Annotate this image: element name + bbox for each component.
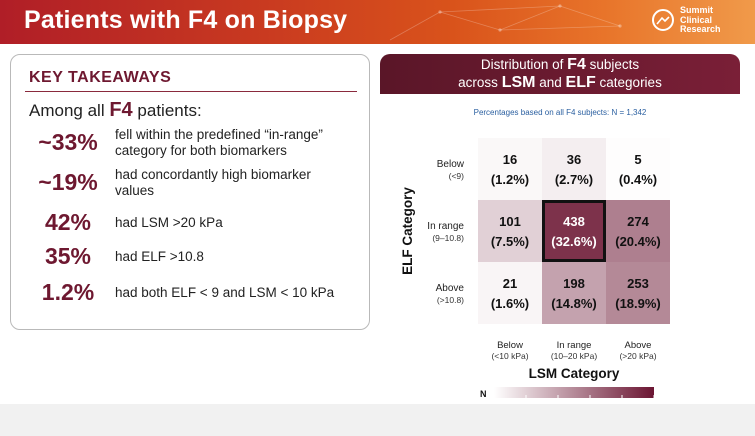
heatmap-cell [542,138,606,200]
cell-count-label: 198 [563,276,585,291]
cell-count-label: 21 [503,276,517,291]
cell-count-label: 253 [627,276,649,291]
y-tick-range: (<9) [449,171,465,181]
cell-percent-label: (0.4%) [619,172,657,187]
logo-line-3: Research [680,24,721,34]
key-takeaways-title: KEY TAKEAWAYS [29,69,172,86]
page-title: Patients with F4 on Biopsy [24,6,348,34]
banner-bold: LSM [501,74,536,91]
bottom-bar [0,404,755,436]
y-tick-range: (>10.8) [437,295,464,305]
mountain-icon [652,9,674,31]
legend-color-bar [494,387,654,398]
cell-percent-label: (1.2%) [491,172,529,187]
banner-bold: ELF [565,74,596,91]
x-axis-title: LSM Category [529,366,620,381]
takeaway-text: had LSM >20 kPa [115,215,223,230]
heatmap-cell [606,138,670,200]
slide: Patients with F4 on Biopsy Summit Clinic… [0,0,755,412]
x-tick-label: Above [625,340,652,351]
y-tick-label: Above [436,283,465,294]
divider [25,91,357,92]
banner-text: categories [599,75,662,90]
cell-count-label: 36 [567,152,581,167]
x-tick-range: (>20 kPa) [619,351,656,361]
takeaway-pct: ~33% [38,129,98,155]
heatmap-cell [542,262,606,324]
summit-logo: Summit Clinical Research [652,5,748,38]
y-tick-label: In range [427,221,464,232]
heatmap-cell [478,262,542,324]
x-tick-label: Below [497,340,523,351]
y-tick-label: Below [437,159,465,170]
key-takeaways-panel: KEY TAKEAWAYS Among all F4 patients: ~33… [10,54,370,330]
takeaway-pct: ~19% [38,169,98,195]
cell-percent-label: (2.7%) [555,172,593,187]
takeaway-pct: 42% [44,209,92,235]
cell-percent-label: (32.6%) [551,234,597,249]
takeaways-intro: Among all F4 patients: [29,99,202,122]
cell-percent-label: (1.6%) [491,296,529,311]
takeaway-text: fell within the predefined “in-range” ca… [115,127,323,158]
takeaway-text: had concordantly high biomarker values [115,167,311,198]
heatmap-cell [606,200,670,262]
x-tick-label: In range [557,340,592,351]
distribution-banner: Distribution of F4 subjects across LSM a… [380,54,740,94]
heatmap-cell [542,200,606,262]
takeaway-pct: 1.2% [41,279,95,305]
heatmap-cell [478,138,542,200]
y-axis-title: ELF Category [400,187,415,275]
legend-title: N [480,389,487,399]
banner-text: and [539,75,562,90]
banner-text: across [458,75,498,90]
header-banner: Patients with F4 on Biopsy Summit Clinic… [0,0,755,44]
y-tick-range: (9–10.8) [432,233,464,243]
cell-count-label: 274 [627,214,649,229]
heatmap-cell [606,262,670,324]
intro-f4: F4 [109,99,133,121]
banner-bold: F4 [567,56,586,73]
cell-count-label: 438 [563,214,585,229]
x-tick-range: (10–20 kPa) [551,351,597,361]
takeaway-text: had both ELF < 9 and LSM < 10 kPa [115,285,335,300]
banner-text: subjects [589,57,640,72]
cell-percent-label: (20.4%) [615,234,661,249]
cell-percent-label: (14.8%) [551,296,597,311]
cell-count-label: 5 [634,152,641,167]
intro-suffix: patients: [137,101,202,120]
intro-prefix: Among all [29,101,105,120]
decorative-network-graphic [389,4,622,41]
cell-count-label: 101 [499,214,521,229]
takeaway-pct: 35% [44,243,92,269]
cell-percent-label: (7.5%) [491,234,529,249]
cell-count-label: 16 [503,152,517,167]
logo-line-2: Clinical [680,14,713,25]
highlight-box [542,200,606,262]
x-tick-range: (<10 kPa) [491,351,528,361]
takeaway-text: had ELF >10.8 [115,249,204,264]
banner-text: Distribution of [480,57,564,72]
heatmap-chart: 16 (1.2%) 36 (2.7%) 5 (0.4%) 101 (7.5%) 438 (32.6… [400,138,670,412]
cell-percent-label: (18.9%) [615,296,661,311]
logo-line-1: Summit [680,5,714,15]
percentage-note: Percentages based on all F4 subjects: N … [473,108,647,117]
heatmap-cell [478,200,542,262]
